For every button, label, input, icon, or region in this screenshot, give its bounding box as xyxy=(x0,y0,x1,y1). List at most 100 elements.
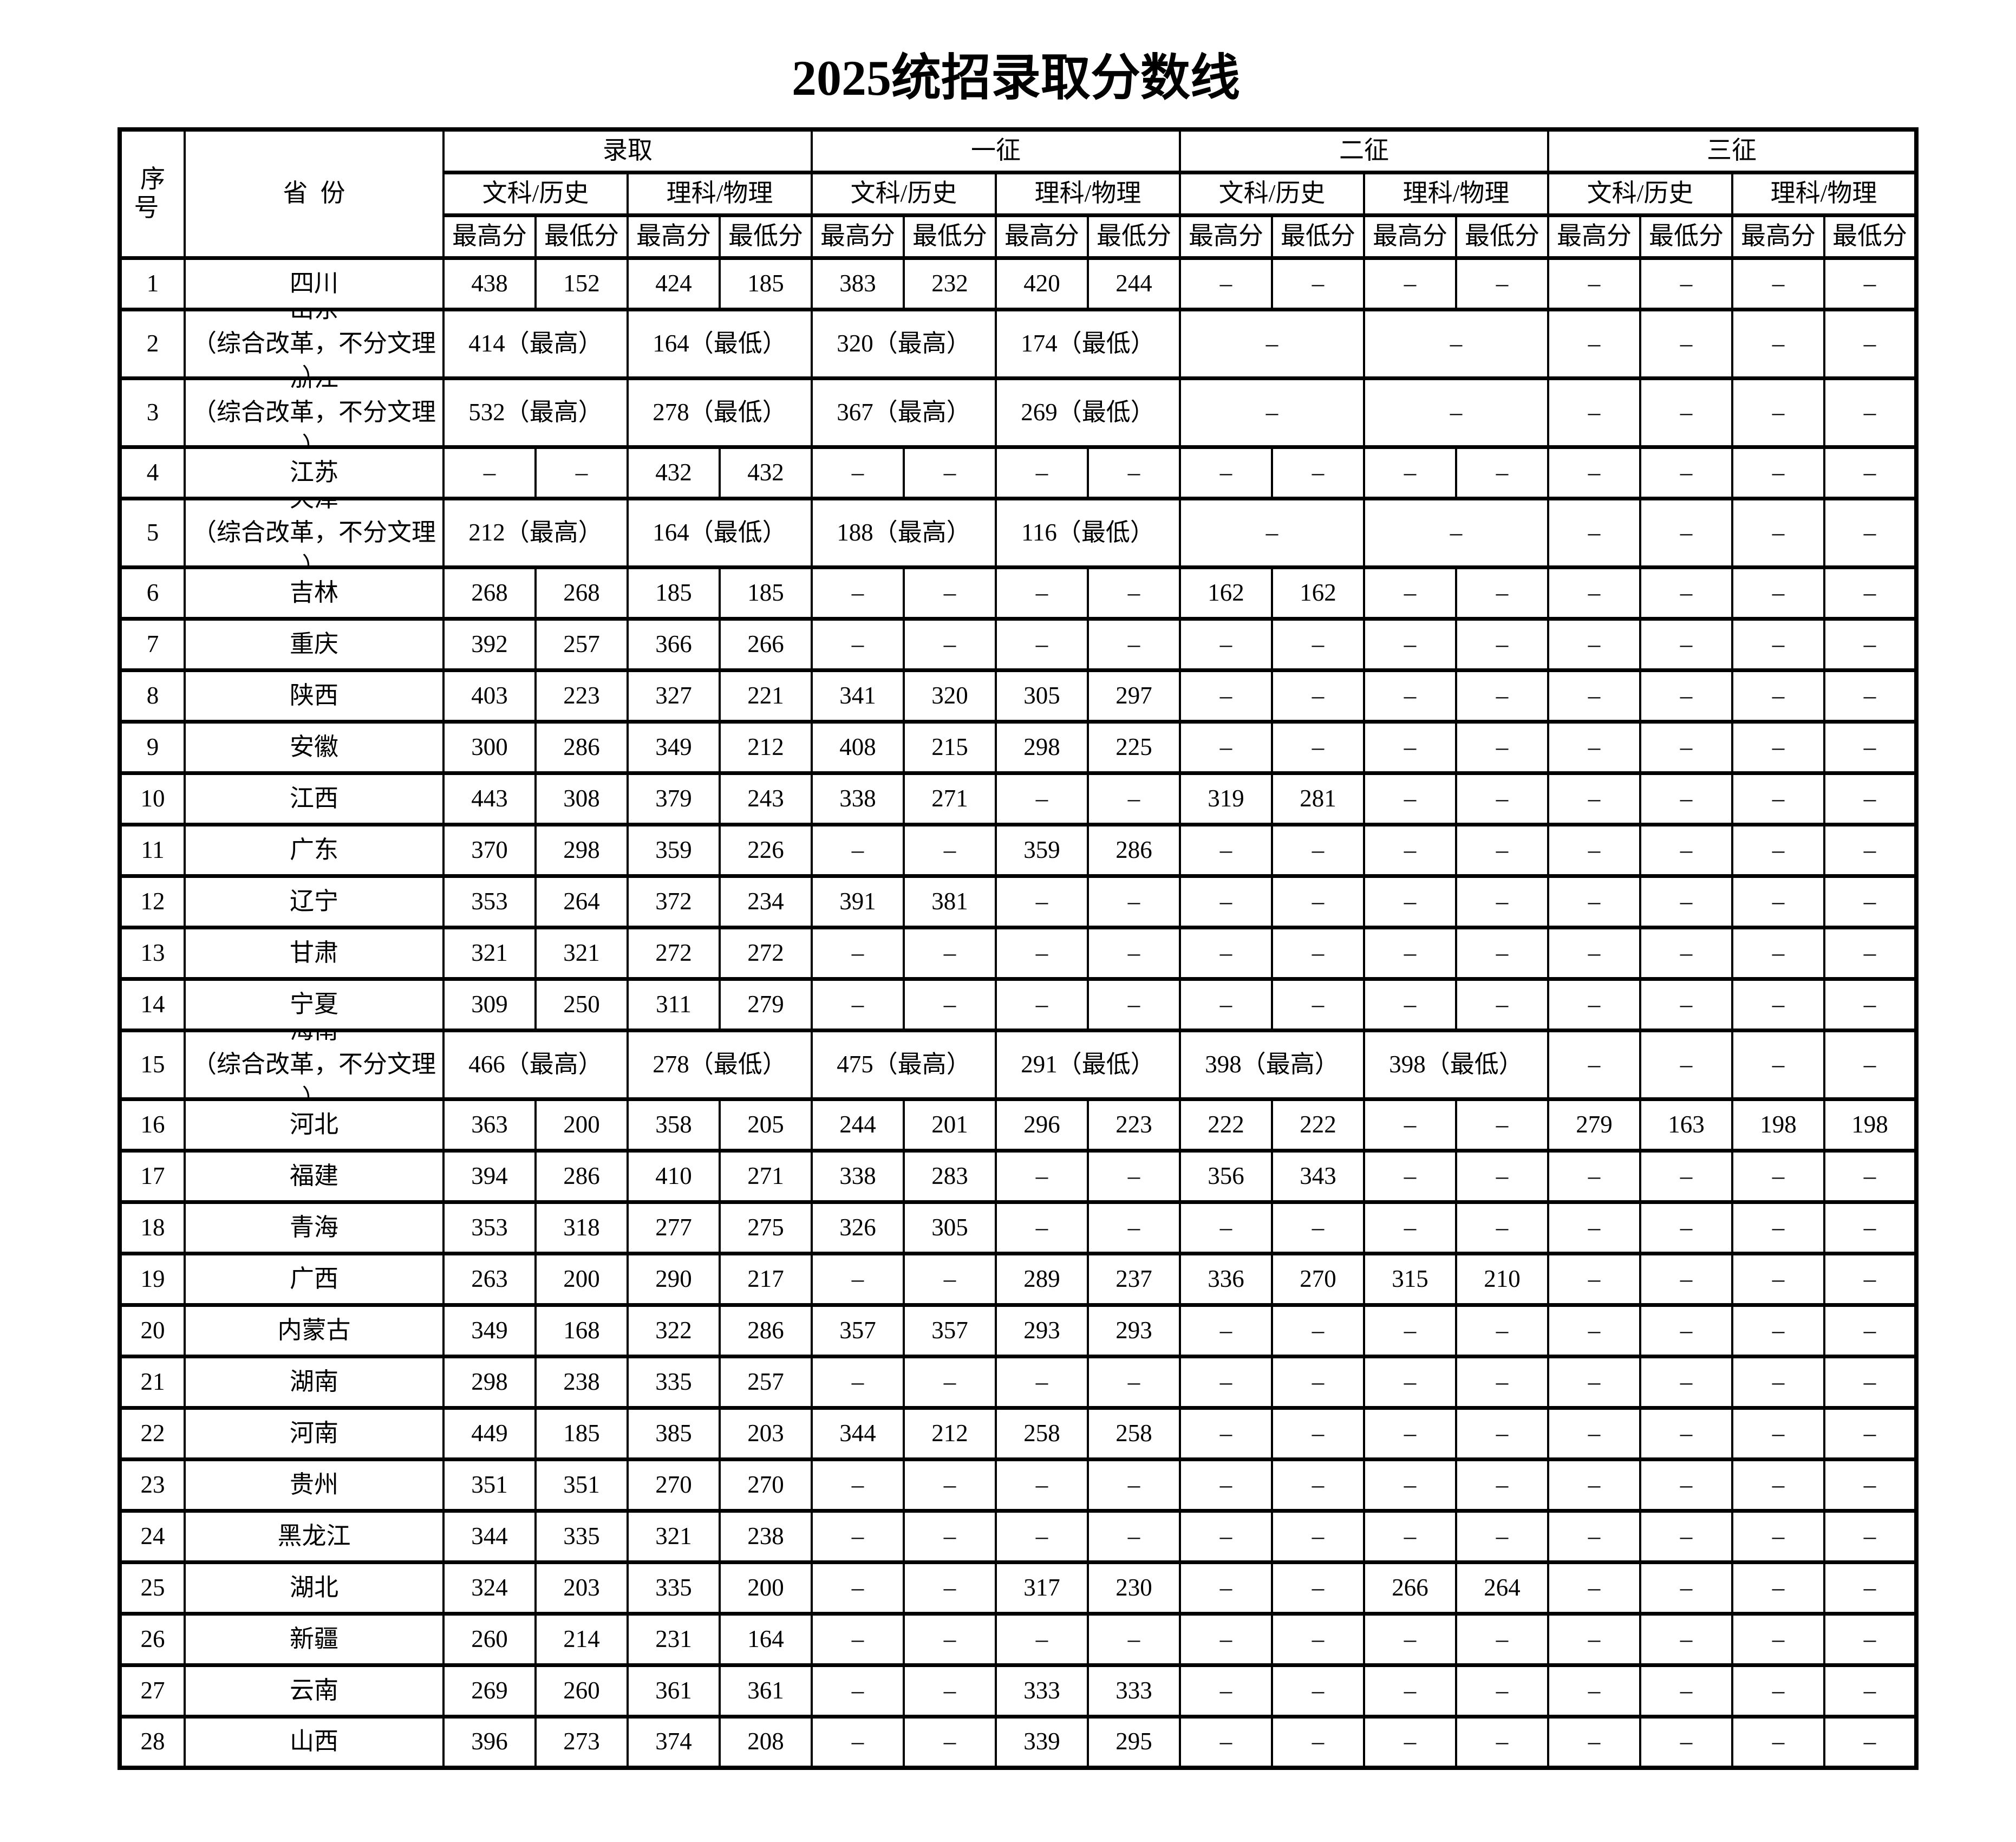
score-cell: 344 xyxy=(811,1405,905,1461)
score-cell: – xyxy=(811,565,905,621)
score-cell: – xyxy=(995,925,1089,981)
score-cell: 432 xyxy=(627,445,721,500)
score-cell: – xyxy=(1271,616,1365,672)
score-cell: – xyxy=(1087,1148,1181,1204)
header-subject-science: 理科/物理 xyxy=(1731,170,1917,217)
score-cell: – xyxy=(1271,1354,1365,1410)
score-cell: 163 xyxy=(1639,1097,1733,1153)
score-cell: – xyxy=(1639,1303,1733,1358)
score-cell: 396 xyxy=(442,1714,537,1770)
table-header: 序号 省份 录取 一征 二征 三征 文科/历史 理科/物理 文科/历史 理科/物… xyxy=(119,127,1917,260)
province-line: （综合改革，不分文理 xyxy=(192,519,436,546)
score-cell: – xyxy=(1823,1303,1917,1358)
score-cell: – xyxy=(1363,668,1457,724)
table-row: 9 安徽 300 286 349 212 408 215 298 225– – – – – – – – xyxy=(119,719,1917,775)
score-cell: – xyxy=(903,1457,997,1513)
score-cell: 286 xyxy=(534,719,629,775)
score-cell: – xyxy=(1731,1148,1825,1204)
score-cell: – xyxy=(995,565,1089,621)
score-cell: – xyxy=(1639,376,1733,449)
score-cell: – xyxy=(1639,977,1733,1032)
score-cell: – xyxy=(1271,719,1365,775)
seq-cell: 9 xyxy=(119,719,186,775)
score-cell: 335 xyxy=(627,1354,721,1410)
header-seq: 序号 xyxy=(119,127,186,260)
score-cell: – xyxy=(1271,1200,1365,1255)
score-cell: – xyxy=(1179,445,1273,500)
table-row: 15 海南 （综合改革，不分文理 ） 466（最高）278（最低）475（最高）291（… xyxy=(119,1028,1917,1101)
score-cell: 338 xyxy=(811,771,905,826)
score-cell: 327 xyxy=(627,668,721,724)
score-cell: – xyxy=(1547,1560,1641,1616)
score-cell: – xyxy=(1179,874,1273,929)
score-cell: – xyxy=(903,1508,997,1564)
seq-cell: 15 xyxy=(119,1028,186,1101)
score-cell: 222 xyxy=(1179,1097,1273,1153)
score-cell: 339 xyxy=(995,1714,1089,1770)
score-cell: – xyxy=(1731,1251,1825,1307)
score-cell: – xyxy=(1179,668,1273,724)
score-cell: 257 xyxy=(534,616,629,672)
score-cell: 266 xyxy=(1363,1560,1457,1616)
score-cell: 210 xyxy=(1455,1251,1549,1307)
province-multiline: 天津 （综合改革，不分文理 ） xyxy=(187,502,441,563)
score-cell: 357 xyxy=(903,1303,997,1358)
header-subject-arts: 文科/历史 xyxy=(1547,170,1733,217)
score-cell: 286 xyxy=(719,1303,813,1358)
score-cell: – xyxy=(1363,445,1457,500)
province-line: 浙江 xyxy=(290,382,338,395)
score-cell: – xyxy=(1823,822,1917,878)
score-cell: – xyxy=(1823,1028,1917,1101)
score-cell: 308 xyxy=(534,771,629,826)
province-line: （综合改革，不分文理 xyxy=(192,399,436,426)
score-cell: – xyxy=(1731,874,1825,929)
score-cell: – xyxy=(1087,445,1181,500)
score-cell: 263 xyxy=(442,1251,537,1307)
score-cell: – xyxy=(1639,1663,1733,1719)
score-cell: 264 xyxy=(1455,1560,1549,1616)
score-cell: – xyxy=(1731,668,1825,724)
score-cell: – xyxy=(1087,1200,1181,1255)
score-cell: – xyxy=(1271,822,1365,878)
score-cell: – xyxy=(995,1457,1089,1513)
score-cell: – xyxy=(1823,496,1917,569)
header-subject-arts: 文科/历史 xyxy=(442,170,629,217)
score-cell: 244 xyxy=(811,1097,905,1153)
score-cell: – xyxy=(811,1611,905,1667)
score-cell: 237 xyxy=(1087,1251,1181,1307)
score-cell: – xyxy=(1639,1457,1733,1513)
score-cell: – xyxy=(1823,977,1917,1032)
table-row: 11 广东 370 298 359 226– –359 286– – – – – – – – xyxy=(119,822,1917,878)
score-cell: 410 xyxy=(627,1148,721,1204)
header-row-minmax: 最高分 最低分 最高分 最低分 最高分 最低分 最高分 最低分 最高分 最低分 … xyxy=(120,213,1917,260)
header-max: 最高分 xyxy=(1547,213,1641,260)
score-cell: – xyxy=(1363,1148,1457,1204)
score-cell: 203 xyxy=(534,1560,629,1616)
score-cell: – xyxy=(1363,1611,1457,1667)
score-cell: 185 xyxy=(534,1405,629,1461)
score-cell: 392 xyxy=(442,616,537,672)
score-cell: 309 xyxy=(442,977,537,1032)
score-cell-merged: – xyxy=(1179,496,1365,569)
province-cell: 山东 （综合改革，不分文理 ） xyxy=(184,307,445,380)
score-cell: – xyxy=(1823,1663,1917,1719)
score-cell-merged: 398（最低） xyxy=(1363,1028,1549,1101)
score-cell: 305 xyxy=(995,668,1089,724)
score-cell: – xyxy=(1271,1611,1365,1667)
score-cell: – xyxy=(903,977,997,1032)
page-title: 2025统招录取分数线 xyxy=(791,50,1240,106)
score-cell: – xyxy=(1547,256,1641,311)
score-cell: 221 xyxy=(719,668,813,724)
header-group-second-call: 二征 xyxy=(1179,127,1549,174)
score-cell: 424 xyxy=(627,256,721,311)
score-cell: 238 xyxy=(534,1354,629,1410)
score-cell: 290 xyxy=(627,1251,721,1307)
score-cell: – xyxy=(1547,376,1641,449)
score-cell-merged: – xyxy=(1363,496,1549,569)
score-cell: – xyxy=(1547,1251,1641,1307)
province-cell: 黑龙江 xyxy=(184,1508,445,1564)
seq-cell: 17 xyxy=(119,1148,186,1204)
score-cell: – xyxy=(1639,1714,1733,1770)
score-cell-merged: – xyxy=(1179,307,1365,380)
score-cell: – xyxy=(811,616,905,672)
